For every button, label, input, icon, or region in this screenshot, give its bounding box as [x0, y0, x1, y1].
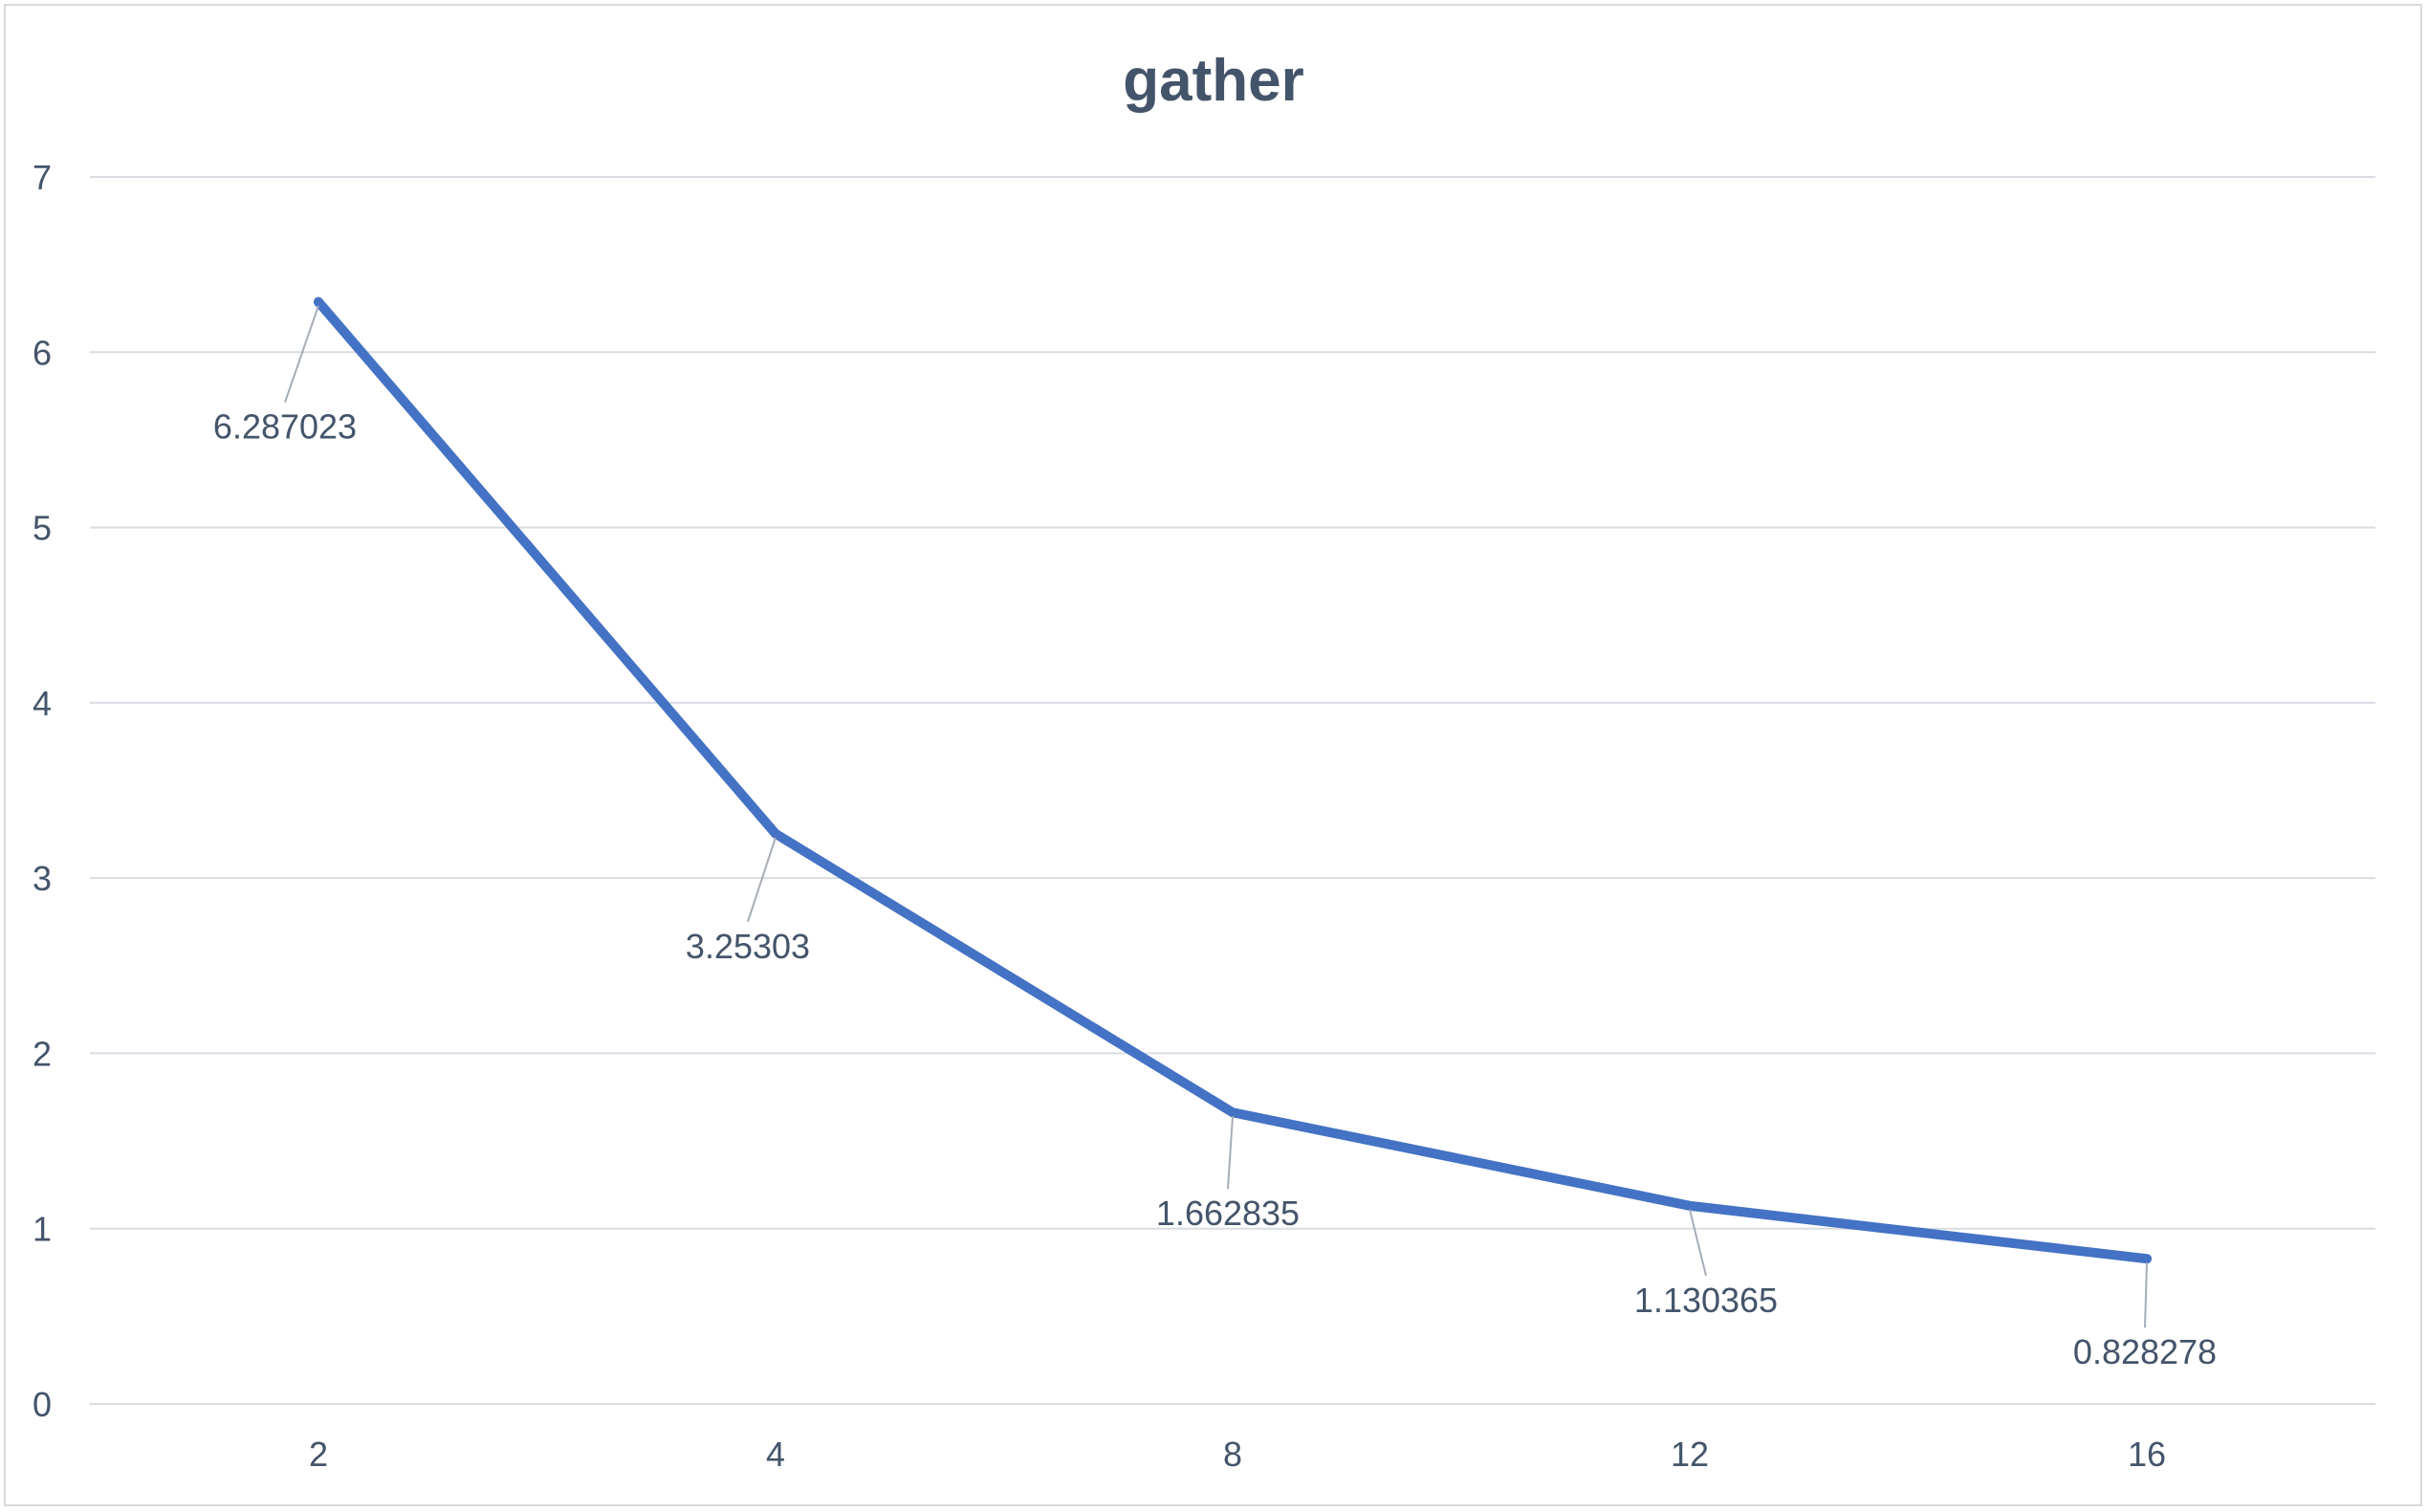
leader-line	[1689, 1209, 1707, 1277]
x-tick-label: 16	[2128, 1435, 2166, 1474]
data-label: 6.287023	[213, 407, 357, 447]
y-axis-ticks: 0 1 2 3 4 5 6 7	[33, 158, 52, 1424]
y-tick-label: 3	[33, 859, 52, 898]
y-tick-label: 7	[33, 158, 52, 197]
y-tick-label: 4	[33, 684, 52, 723]
leader-line	[2144, 1262, 2148, 1328]
y-tick-label: 6	[33, 333, 52, 372]
gridlines	[90, 176, 2375, 1405]
data-label: 3.25303	[686, 927, 810, 966]
data-label: 0.828278	[2073, 1332, 2217, 1371]
leader-line	[284, 305, 319, 404]
x-tick-label: 8	[1223, 1435, 1242, 1474]
data-point	[2142, 1254, 2152, 1264]
chart-title: gather	[1123, 48, 1303, 114]
x-tick-label: 12	[1671, 1435, 1709, 1474]
data-point	[1685, 1200, 1695, 1211]
data-label: 1.662835	[1156, 1194, 1300, 1233]
data-label: 1.130365	[1634, 1281, 1778, 1320]
y-tick-label: 2	[33, 1034, 52, 1073]
y-tick-label: 0	[33, 1385, 52, 1424]
x-axis-ticks: 2 4 8 12 16	[309, 1435, 2166, 1474]
x-tick-label: 4	[766, 1435, 785, 1474]
y-tick-label: 1	[33, 1210, 52, 1249]
data-labels: 6.287023 3.25303 1.662835 1.130365 0.828278	[213, 305, 2217, 1371]
data-point	[771, 828, 780, 839]
data-point	[1228, 1107, 1237, 1118]
leader-line	[747, 837, 777, 923]
leader-line	[1227, 1116, 1234, 1190]
data-point	[314, 296, 323, 307]
x-tick-label: 2	[309, 1435, 328, 1474]
series-group	[314, 296, 2152, 1264]
chart-frame	[4, 4, 2422, 1506]
y-tick-label: 5	[33, 509, 52, 548]
